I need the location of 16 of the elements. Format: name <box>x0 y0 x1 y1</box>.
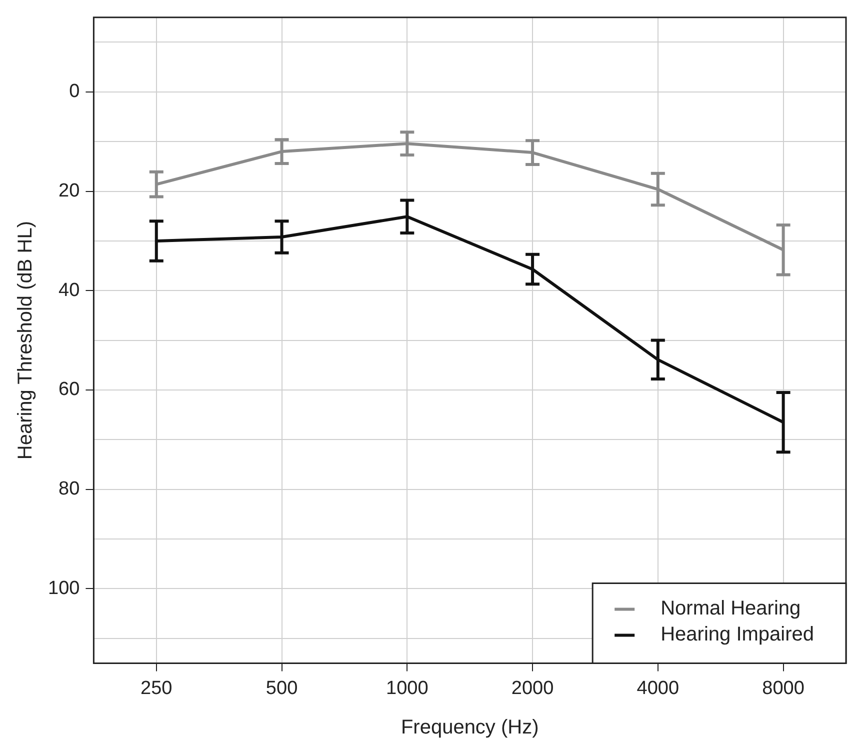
x-axis-title: Frequency (Hz) <box>400 716 539 739</box>
y-tick-label: 100 <box>48 578 80 599</box>
legend-label: Hearing Impaired <box>660 624 814 646</box>
x-tick-label: 1000 <box>386 678 428 699</box>
y-tick-label: 40 <box>58 280 80 301</box>
y-tick-label: 20 <box>58 180 80 202</box>
x-tick-label: 8000 <box>762 678 804 699</box>
x-tick-label: 4000 <box>636 678 680 699</box>
y-axis-title: Hearing Threshold (dB HL) <box>14 220 37 460</box>
legend-label: Normal Hearing <box>660 598 801 620</box>
x-tick-label: 250 <box>140 678 172 699</box>
y-tick-label: 60 <box>58 379 80 400</box>
y-tick-label: 80 <box>58 478 80 500</box>
x-tick-label: 500 <box>266 678 298 699</box>
y-tick-label: 0 <box>69 81 80 102</box>
x-tick-label: 2000 <box>511 678 554 699</box>
